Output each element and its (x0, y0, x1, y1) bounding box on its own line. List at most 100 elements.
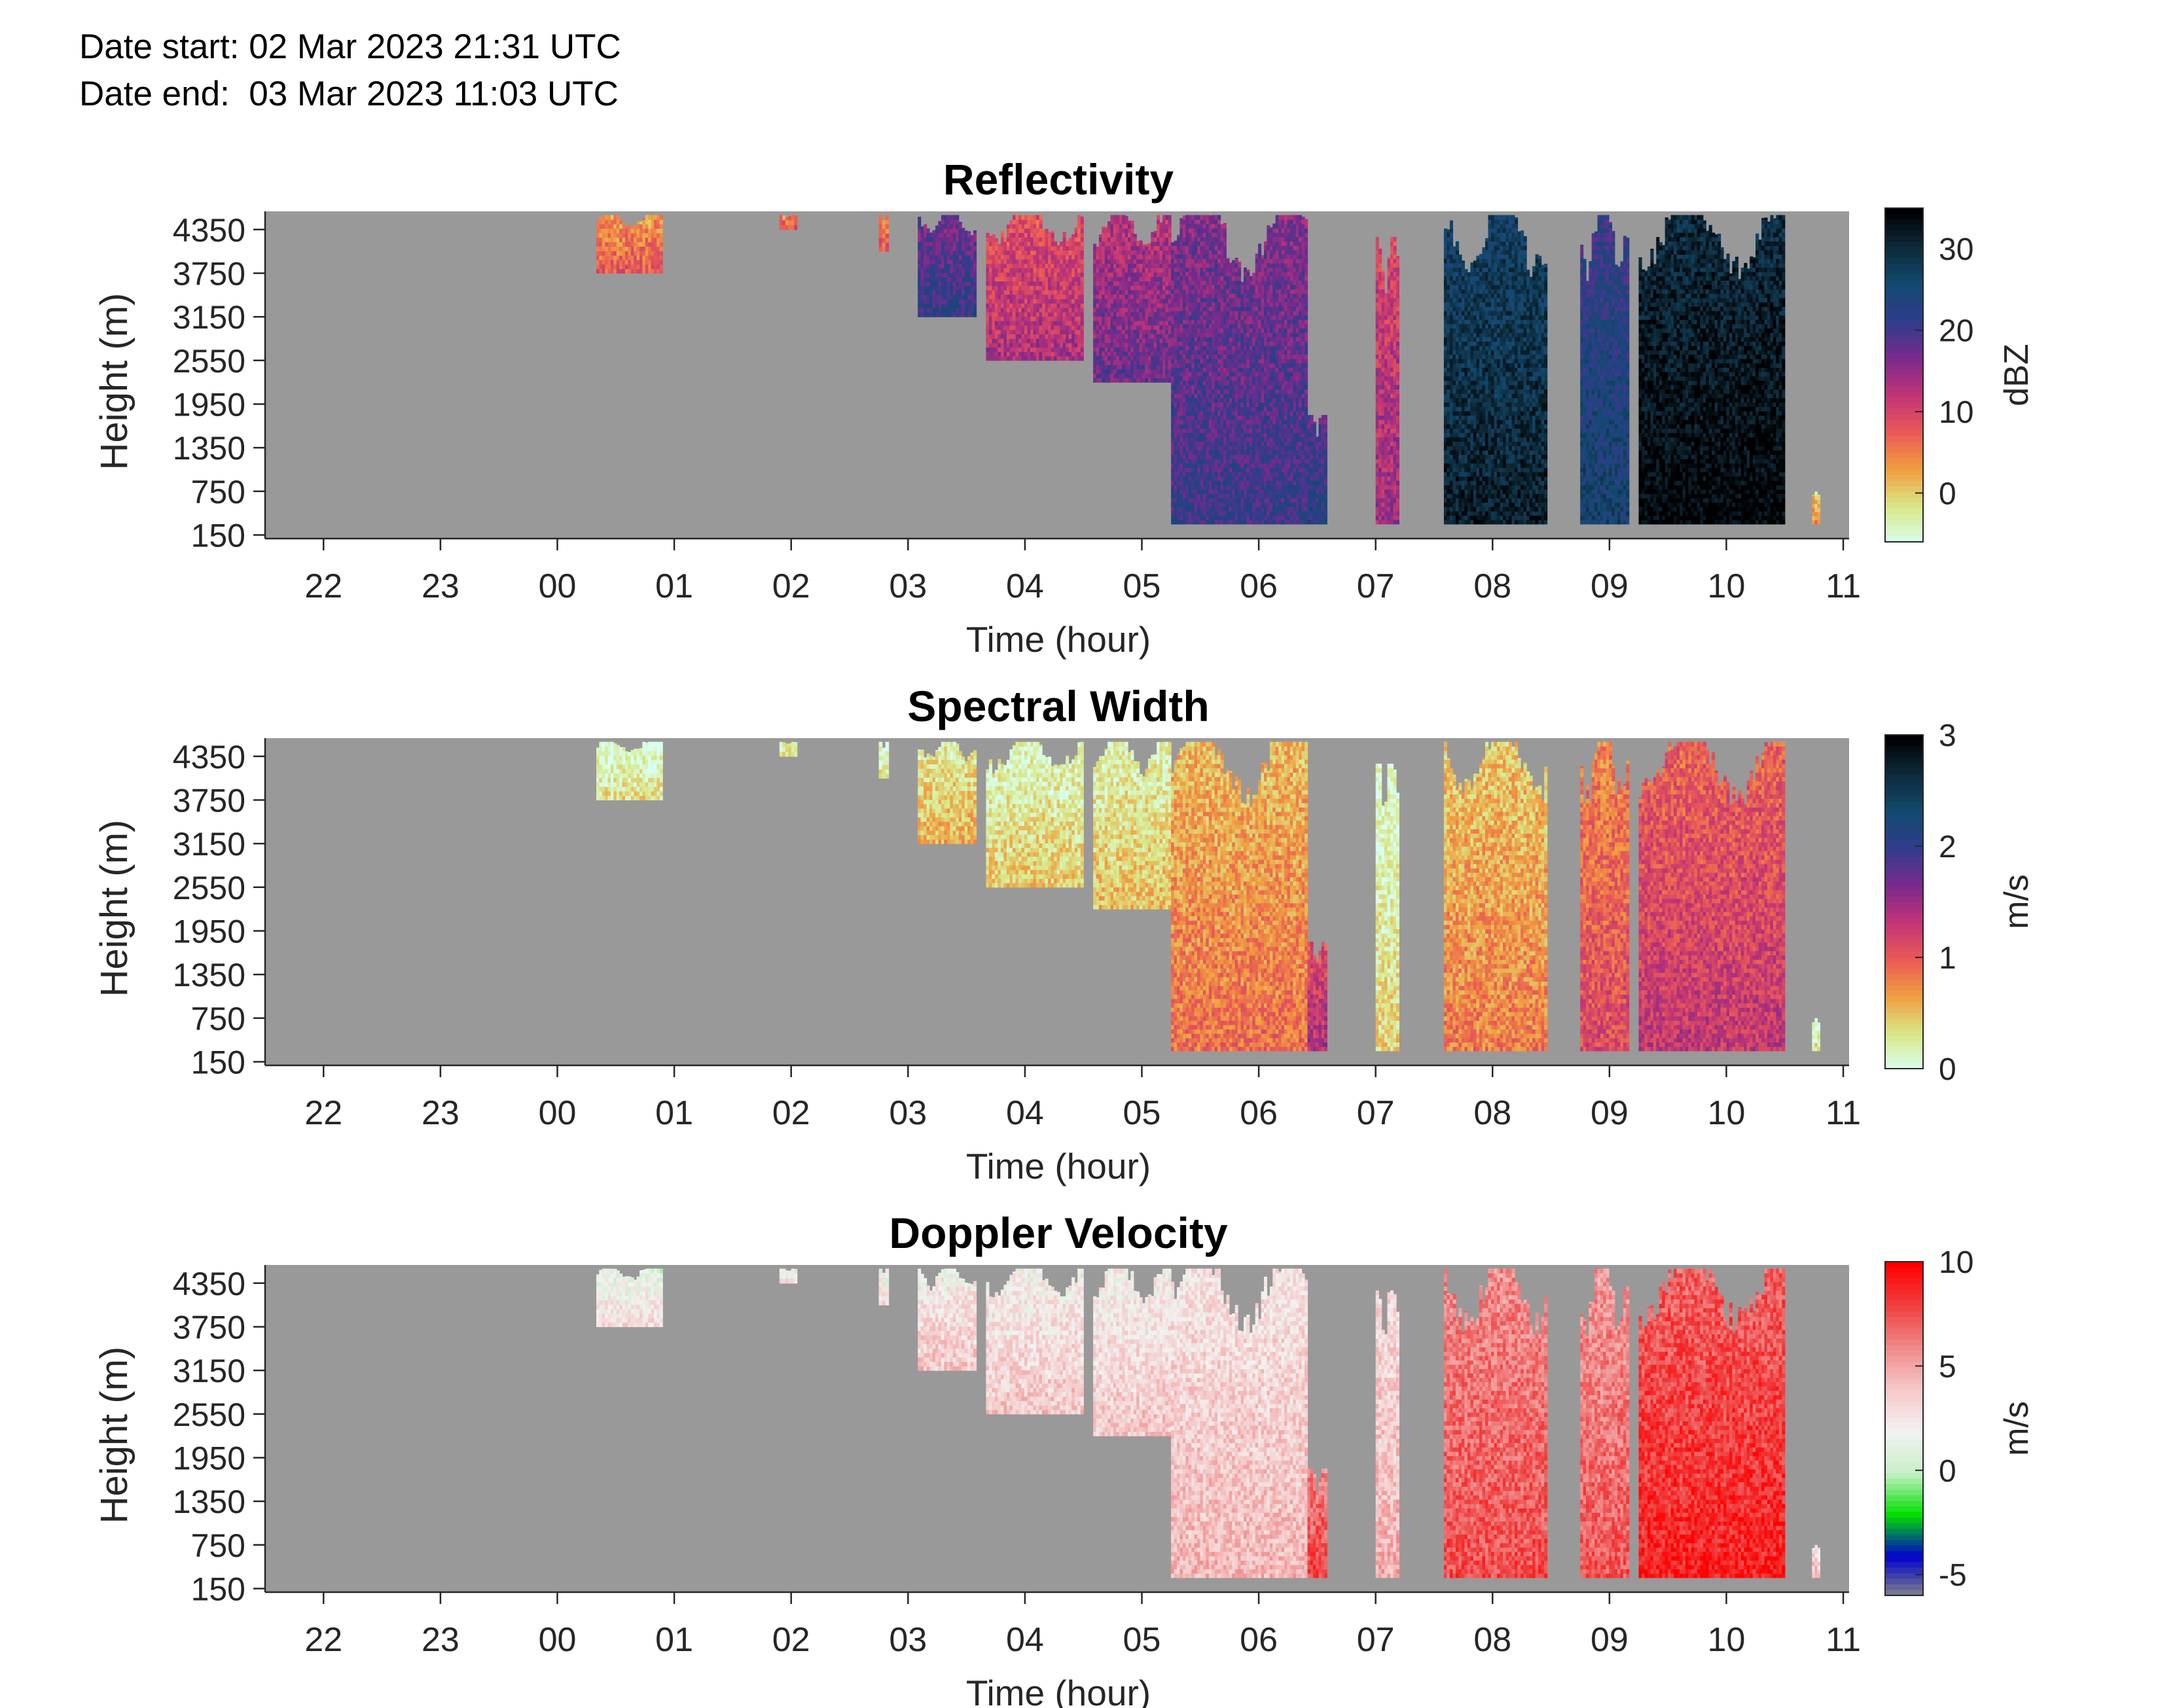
echo-cell (1034, 246, 1037, 251)
echo-cell (973, 237, 977, 241)
echo-cell (1045, 264, 1049, 268)
echo-cell (599, 228, 602, 233)
echo-cell (794, 224, 797, 230)
echo-cell (1071, 308, 1075, 312)
echo-cell (950, 215, 953, 220)
echo-cell (1107, 285, 1111, 290)
echo-cell (1016, 255, 1019, 259)
echo-cell (1034, 264, 1037, 268)
echo-cell (953, 237, 956, 241)
echo-cell (933, 273, 936, 277)
echo-cell (602, 215, 605, 220)
echo-cell (1036, 330, 1039, 334)
echo-cell (1028, 237, 1031, 241)
echo-cell (613, 224, 617, 228)
echo-cell (1039, 237, 1043, 241)
echo-cell (924, 241, 927, 246)
echo-cell (944, 233, 947, 238)
echo-cell (1028, 299, 1031, 304)
echo-cell (1105, 246, 1108, 251)
echo-cell (1130, 361, 1134, 365)
echo-cell (1122, 272, 1125, 277)
echo-cell (886, 238, 890, 243)
echo-cell (998, 351, 1001, 356)
echo-cell (1122, 285, 1125, 290)
echo-cell (927, 259, 930, 264)
echo-cell (962, 237, 965, 241)
echo-cell (965, 304, 968, 308)
echo-cell (637, 224, 640, 228)
echo-cell (1036, 290, 1039, 294)
echo-cell (962, 246, 965, 251)
echo-cell (1013, 250, 1016, 255)
echo-cell (631, 264, 634, 269)
echo-cell (935, 255, 939, 259)
echo-cell (947, 281, 950, 286)
echo-cell (995, 285, 998, 290)
echo-cell (1051, 246, 1054, 251)
echo-cell (602, 219, 605, 224)
echo-cell (1051, 233, 1054, 238)
echo-cell (1130, 334, 1134, 338)
echo-cell (995, 330, 998, 334)
echo-cell (1081, 246, 1084, 251)
echo-cell (596, 228, 600, 233)
echo-cell (1125, 338, 1128, 343)
echo-cell (1018, 356, 1022, 361)
echo-cell (927, 273, 930, 277)
echo-cell (998, 264, 1001, 268)
echo-cell (657, 228, 660, 233)
echo-cell (947, 237, 950, 241)
echo-cell (1034, 250, 1037, 255)
echo-cell (791, 220, 795, 225)
echo-cell (1075, 347, 1078, 352)
echo-cell (1001, 264, 1004, 268)
echo-cell (660, 238, 663, 242)
echo-cell (1034, 219, 1037, 224)
echo-cell (645, 264, 649, 269)
echo-cell (986, 334, 989, 338)
echo-cell (1016, 356, 1019, 361)
echo-cell (1071, 325, 1075, 330)
echo-cell (1125, 343, 1128, 347)
echo-cell (1107, 264, 1111, 268)
echo-cell (1028, 294, 1031, 299)
echo-cell (1051, 338, 1054, 343)
echo-cell (1093, 290, 1096, 294)
echo-cell (1075, 255, 1078, 259)
echo-cell (973, 259, 977, 264)
echo-cell (1128, 259, 1131, 264)
echo-cell (1105, 312, 1108, 317)
echo-cell (995, 294, 998, 299)
echo-cell (1036, 272, 1039, 277)
echo-cell (619, 264, 622, 269)
echo-cell (935, 264, 939, 268)
echo-cell (1069, 285, 1072, 290)
echo-cell (918, 219, 921, 224)
echo-cell (660, 269, 663, 274)
echo-cell (1096, 334, 1100, 338)
echo-cell (1034, 330, 1037, 334)
echo-cell (944, 255, 947, 259)
echo-cell (1102, 308, 1105, 312)
echo-cell (628, 246, 631, 251)
echo-cell (1099, 316, 1102, 321)
echo-cell (1069, 325, 1072, 330)
echo-cell (1016, 325, 1019, 330)
echo-cell (1116, 312, 1119, 317)
echo-cell (1030, 246, 1034, 251)
echo-cell (613, 215, 617, 220)
echo-cell (1016, 338, 1019, 343)
echo-cell (992, 281, 995, 286)
echo-cell (1039, 308, 1043, 312)
echo-cell (1039, 347, 1043, 352)
echo-cell (1063, 290, 1066, 294)
echo-cell (1001, 325, 1004, 330)
echo-cell (1039, 215, 1043, 220)
echo-cell (1018, 255, 1022, 259)
echo-cell (1051, 308, 1054, 312)
echo-cell (992, 351, 995, 356)
echo-cell (1048, 255, 1051, 259)
echo-cell (929, 304, 933, 308)
echo-cell (947, 251, 950, 255)
